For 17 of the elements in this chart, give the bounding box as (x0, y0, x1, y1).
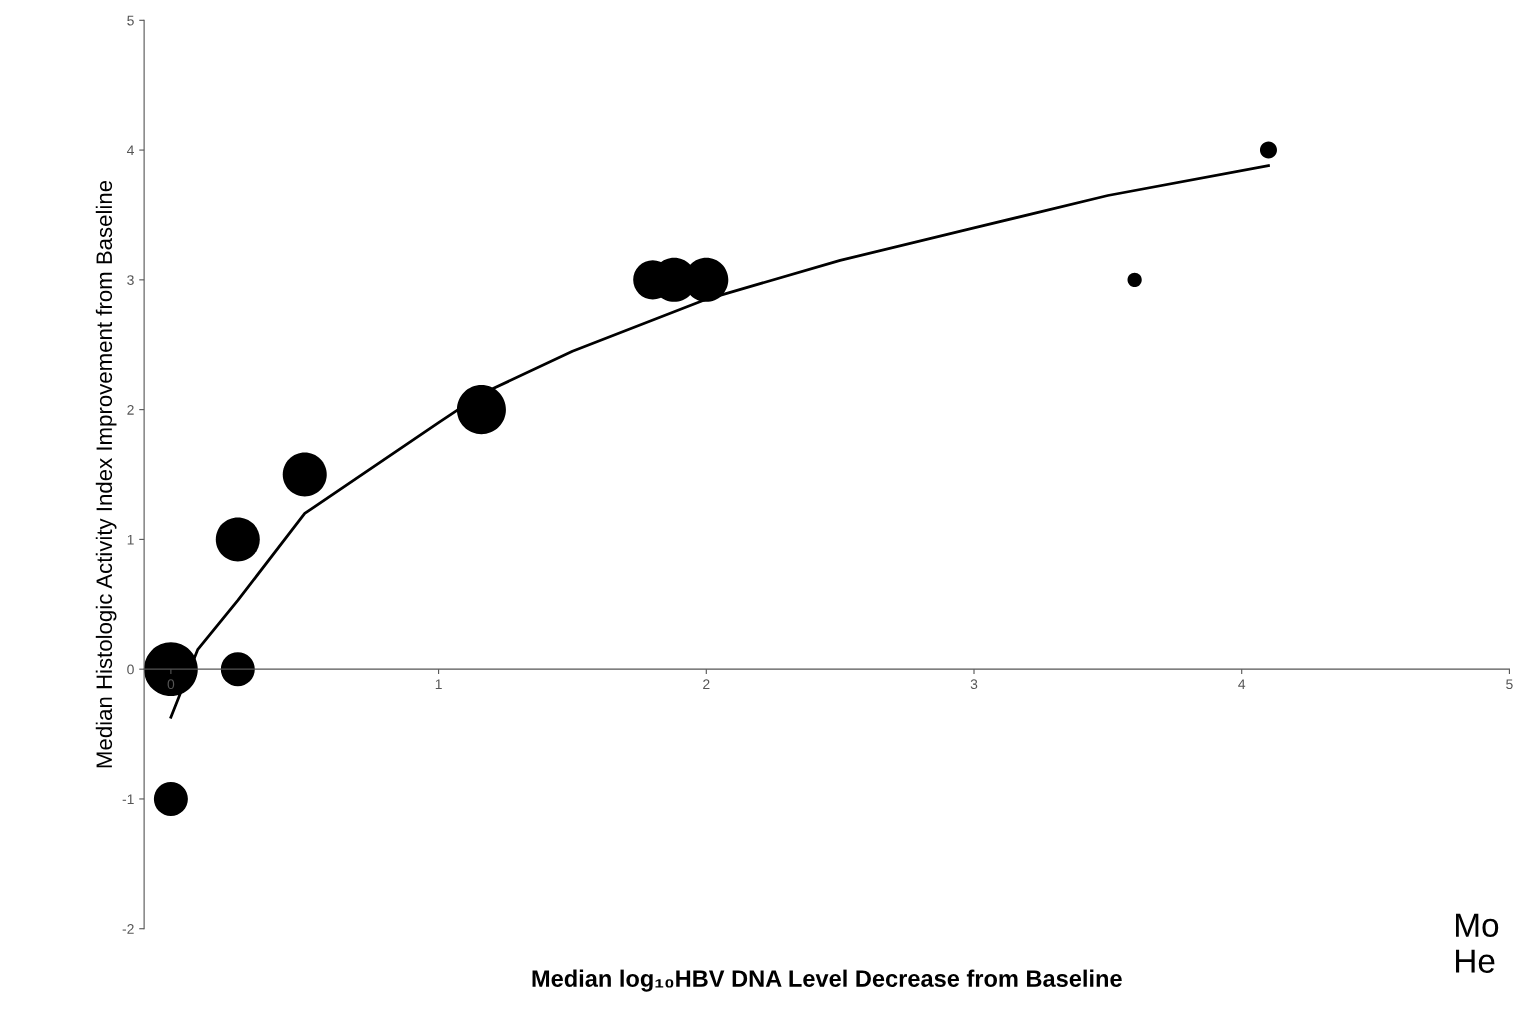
x-tick-label: 0 (167, 679, 175, 690)
x-tick-label: 5 (1506, 679, 1513, 690)
x-axis-title: Median log₁₀HBV DNA Level Decrease from Baseline (532, 969, 1122, 992)
y-tick-label: 1 (127, 534, 134, 545)
y-tick-label: 4 (126, 145, 134, 156)
x-tick-label: 3 (970, 679, 978, 690)
x-tick-label: 4 (1238, 679, 1246, 689)
y-axis-title: Median Histologic Activity Index Improvement from Baseline (95, 180, 117, 768)
annotation: Mo He (1456, 913, 1499, 973)
y-tick-label: 0 (127, 664, 134, 675)
y-tick-label: -1 (122, 794, 134, 804)
y-tick-label: 3 (127, 275, 134, 286)
x-tick-label: 2 (703, 679, 710, 689)
x-tick-label: 1 (435, 679, 442, 689)
y-tick-label: -2 (122, 924, 134, 934)
y-tick-label: 2 (127, 404, 134, 415)
y-tick-label: 5 (127, 15, 134, 26)
